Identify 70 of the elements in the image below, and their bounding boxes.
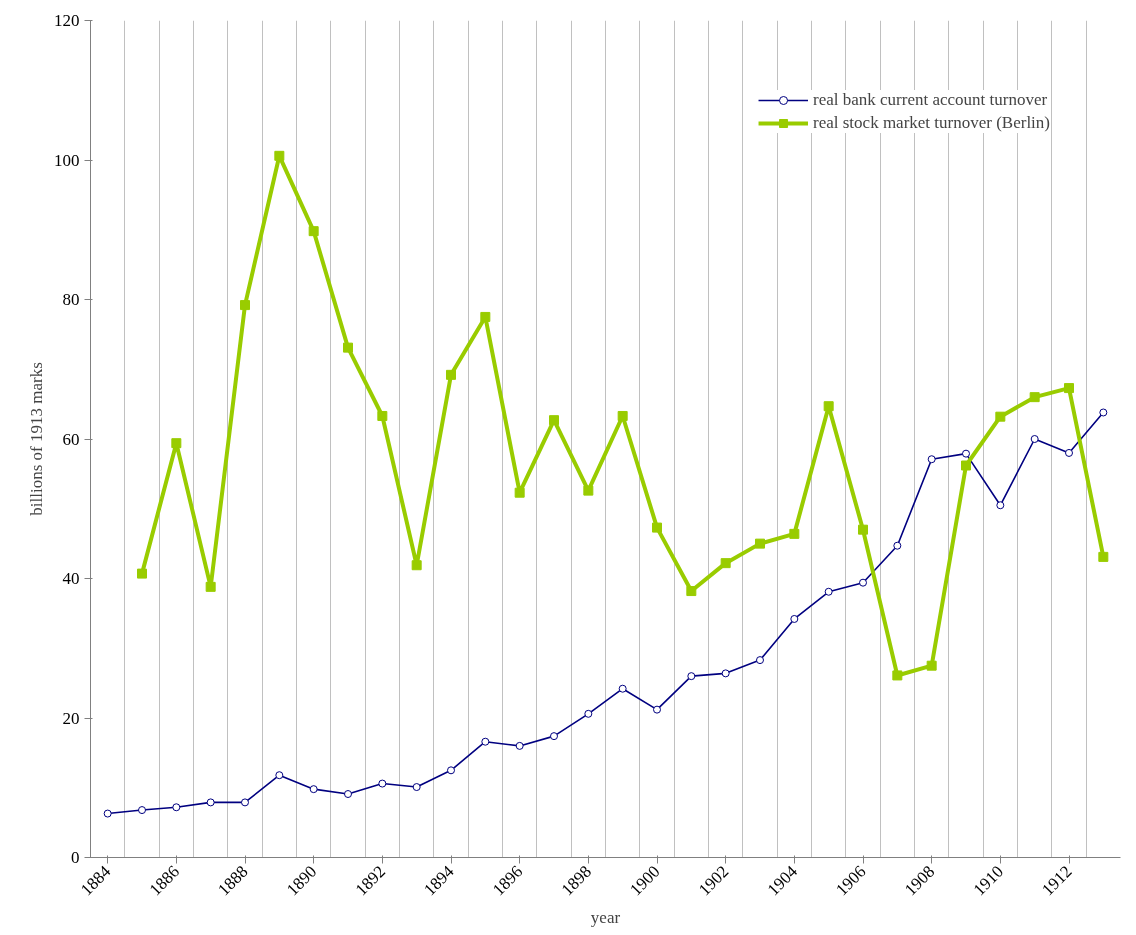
point	[789, 528, 800, 539]
y-tick-label: 120	[54, 11, 80, 30]
point	[790, 614, 799, 623]
point	[309, 785, 318, 794]
y-tick-label: 40	[62, 569, 80, 588]
legend-label: real bank current account turnover	[813, 90, 1048, 110]
point	[171, 438, 182, 449]
point	[412, 783, 421, 792]
point	[892, 670, 903, 681]
point	[377, 410, 388, 421]
point	[480, 311, 491, 322]
point	[995, 411, 1006, 422]
point	[617, 410, 628, 421]
point	[446, 369, 456, 380]
y-tick-label: 20	[62, 708, 80, 728]
y-tick-label: 100	[54, 150, 80, 170]
point	[549, 415, 559, 426]
point	[138, 806, 146, 815]
point	[927, 455, 936, 464]
point	[962, 449, 970, 458]
point	[652, 522, 662, 533]
point	[481, 737, 490, 746]
point	[103, 809, 112, 818]
point	[961, 460, 971, 471]
point	[411, 560, 422, 571]
point	[858, 524, 868, 535]
point	[206, 798, 215, 807]
point	[275, 771, 284, 780]
point	[137, 568, 147, 579]
point	[756, 656, 764, 665]
point	[515, 741, 524, 750]
y-tick-label: 80	[62, 290, 80, 309]
point	[824, 587, 833, 596]
y-axis-title: billions of 1913 marks	[27, 362, 46, 516]
point	[653, 705, 661, 714]
point	[583, 485, 594, 496]
point	[447, 766, 455, 775]
point	[241, 798, 249, 807]
point	[205, 581, 216, 592]
point	[755, 538, 765, 549]
legend-label: real stock market turnover (Berlin)	[813, 113, 1050, 133]
point	[1029, 392, 1040, 403]
point	[378, 779, 387, 788]
point	[240, 300, 250, 311]
point	[550, 732, 558, 741]
point	[996, 501, 1005, 510]
point	[926, 660, 937, 671]
point	[172, 803, 181, 812]
point	[721, 669, 730, 678]
point	[1065, 448, 1073, 457]
point	[823, 401, 834, 412]
point	[859, 578, 867, 587]
point	[343, 342, 353, 353]
point	[514, 487, 525, 498]
point	[1099, 408, 1108, 417]
point	[720, 558, 731, 569]
point	[344, 790, 352, 799]
point	[618, 684, 627, 693]
point	[1064, 383, 1074, 394]
point	[274, 150, 285, 161]
point	[687, 672, 696, 681]
y-tick-label: 0	[71, 848, 80, 867]
point	[308, 226, 319, 237]
point	[686, 586, 697, 597]
point	[584, 709, 593, 718]
point	[1098, 551, 1109, 562]
x-axis-title: year	[590, 908, 621, 928]
point	[893, 541, 902, 550]
y-tick-label: 60	[62, 429, 80, 449]
point	[1030, 435, 1039, 443]
